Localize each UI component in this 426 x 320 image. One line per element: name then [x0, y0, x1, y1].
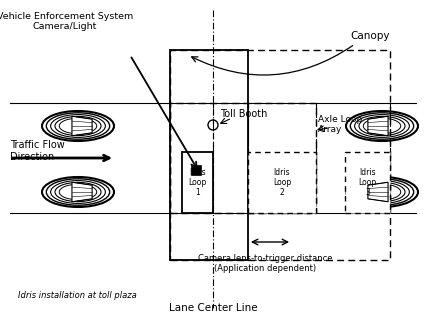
Bar: [182, 152, 213, 213]
Text: Traffic Flow: Traffic Flow: [10, 140, 65, 150]
Text: Toll Booth: Toll Booth: [220, 109, 268, 119]
Polygon shape: [72, 116, 92, 136]
Text: Axle Loop
Array: Axle Loop Array: [318, 115, 362, 134]
Text: Idris
Loop
2: Idris Loop 2: [273, 168, 291, 197]
Text: Direction: Direction: [10, 152, 54, 162]
Text: Canopy: Canopy: [351, 31, 390, 41]
Text: Vehicle Enforcement System
Camera/Light: Vehicle Enforcement System Camera/Light: [0, 12, 133, 31]
Bar: [170, 50, 248, 260]
Text: Lane Center Line: Lane Center Line: [169, 303, 257, 313]
Bar: [191, 165, 201, 175]
Bar: [170, 103, 316, 213]
Text: Camera lens-to-trigger distance
(Application dependent): Camera lens-to-trigger distance (Applica…: [198, 254, 332, 273]
Polygon shape: [368, 116, 388, 136]
Bar: [170, 50, 390, 260]
Bar: [345, 152, 390, 213]
Polygon shape: [368, 182, 388, 202]
Polygon shape: [72, 182, 92, 202]
Text: Idris
Loop
1: Idris Loop 1: [188, 168, 207, 197]
Text: Idris installation at toll plaza: Idris installation at toll plaza: [18, 292, 137, 300]
Text: Idris
Loop
3: Idris Loop 3: [358, 168, 377, 197]
Bar: [248, 152, 316, 213]
